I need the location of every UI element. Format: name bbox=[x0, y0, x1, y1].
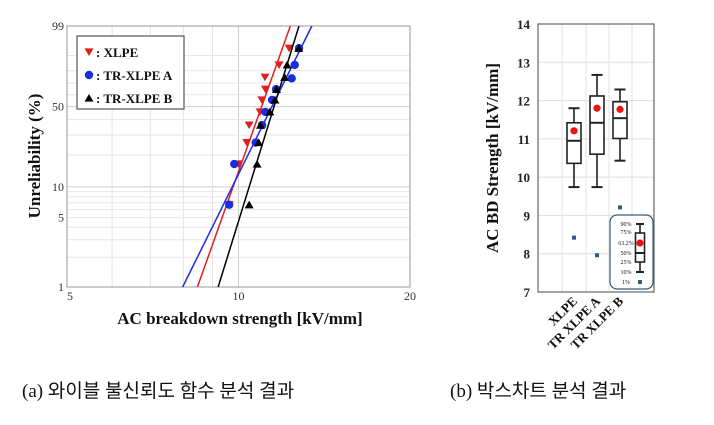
box-iqr bbox=[634, 232, 646, 263]
data-point bbox=[244, 121, 254, 130]
data-point bbox=[260, 73, 270, 82]
y-axis-label: Unreliability (%) bbox=[25, 94, 44, 219]
y-tick-label: 99 bbox=[52, 19, 64, 33]
p63-marker bbox=[593, 104, 601, 112]
legend-label: : TR-XLPE A bbox=[96, 68, 173, 83]
legend-box bbox=[609, 214, 654, 290]
data-point bbox=[252, 159, 262, 168]
legend-label: 10% bbox=[621, 270, 632, 276]
legend-label: 75% bbox=[621, 230, 632, 236]
data-point bbox=[284, 44, 294, 53]
y-tick-label: 10 bbox=[52, 180, 64, 194]
y-tick-label: 5 bbox=[58, 211, 64, 225]
legend-label: 25% bbox=[621, 260, 632, 266]
data-point bbox=[84, 93, 94, 102]
data-point bbox=[260, 85, 270, 94]
x-axis-label: AC breakdown strength [kV/mm] bbox=[117, 309, 362, 328]
data-point bbox=[84, 48, 94, 57]
box-legend: 90% 75% 63.2% 50% 25% 10% 1% bbox=[609, 214, 654, 290]
p63-marker bbox=[636, 239, 644, 247]
legend-label: 90% bbox=[621, 222, 632, 228]
data-point bbox=[256, 121, 266, 129]
fit-line bbox=[181, 25, 313, 288]
data-point bbox=[242, 138, 252, 147]
y-tick-label: 9 bbox=[524, 208, 531, 223]
box-0: XLPE bbox=[545, 107, 582, 329]
legend: : XLPE : TR-XLPE A : TR-XLPE B bbox=[76, 35, 185, 110]
caption-a: (a) 와이블 불신뢰도 함수 분석 결과 bbox=[22, 381, 295, 402]
data-point bbox=[287, 74, 296, 83]
p1-marker bbox=[618, 205, 622, 210]
p1-marker bbox=[595, 253, 599, 258]
legend-label: 1% bbox=[622, 280, 630, 286]
legend-label: : XLPE bbox=[96, 45, 138, 60]
x-tick-label: 5 bbox=[67, 289, 73, 303]
y-tick-label: 11 bbox=[518, 132, 530, 147]
legend-label: 50% bbox=[621, 251, 632, 257]
data-point bbox=[257, 96, 267, 104]
p63-marker bbox=[616, 105, 624, 113]
x-tick-label: 10 bbox=[233, 289, 245, 303]
data-point bbox=[270, 95, 280, 104]
fit-line bbox=[196, 25, 292, 288]
data-point bbox=[274, 61, 284, 70]
p63-marker bbox=[570, 127, 578, 135]
series-2 bbox=[217, 25, 304, 288]
y-tick-label: 50 bbox=[52, 100, 64, 114]
p1-marker bbox=[572, 235, 576, 240]
data-point bbox=[294, 44, 304, 52]
y-tick-label: 14 bbox=[517, 17, 531, 32]
box-iqr bbox=[612, 100, 628, 140]
legend-box bbox=[76, 35, 185, 110]
box-iqr bbox=[566, 121, 582, 165]
y-tick-label: 1 bbox=[58, 280, 64, 294]
y-tick-label: 8 bbox=[524, 247, 531, 262]
data-point bbox=[265, 107, 275, 116]
data-point bbox=[244, 200, 254, 209]
data-point bbox=[224, 200, 234, 209]
data-point bbox=[230, 159, 239, 169]
data-point bbox=[282, 60, 292, 69]
fit-line bbox=[217, 25, 300, 288]
data-point bbox=[254, 138, 264, 147]
data-point bbox=[84, 70, 94, 80]
p1-marker bbox=[638, 280, 642, 284]
legend-label: 63.2% bbox=[618, 241, 634, 247]
data-point bbox=[271, 85, 281, 93]
box-iqr bbox=[589, 95, 605, 155]
x-tick-label: 20 bbox=[404, 289, 416, 303]
plot-frame bbox=[537, 23, 655, 293]
caption-b: (b) 박스차트 분석 결과 bbox=[450, 381, 627, 402]
data-point bbox=[290, 60, 299, 70]
y-tick-label: 10 bbox=[517, 170, 530, 185]
y-axis-label: AC BD Strength [kV/mm] bbox=[483, 63, 502, 253]
y-tick-label: 13 bbox=[517, 55, 531, 70]
plot-frame bbox=[66, 25, 411, 288]
y-tick-label: 7 bbox=[524, 285, 531, 300]
data-point bbox=[280, 73, 290, 81]
legend-label: : TR-XLPE B bbox=[96, 91, 173, 106]
y-tick-label: 12 bbox=[517, 94, 530, 109]
